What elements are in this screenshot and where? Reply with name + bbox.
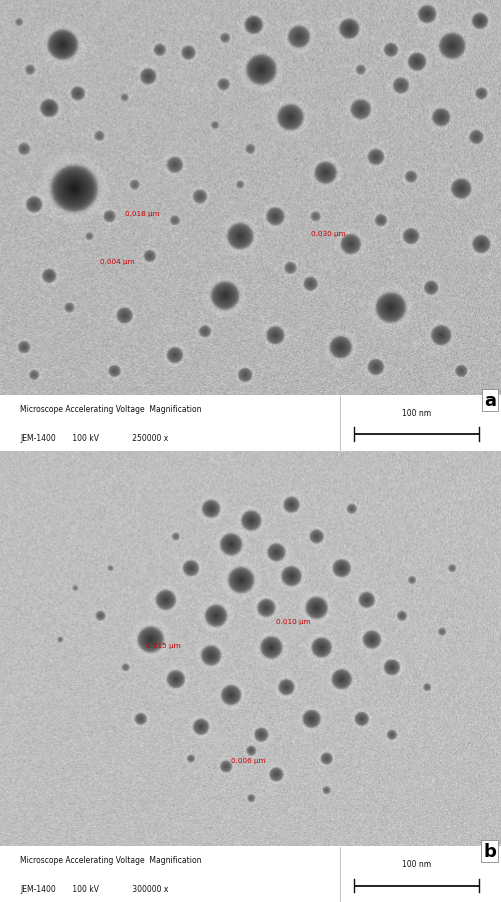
- Text: 0.004 μm: 0.004 μm: [100, 258, 135, 264]
- Text: 0.010 μm: 0.010 μm: [276, 618, 310, 624]
- Text: 0.018 μm: 0.018 μm: [125, 211, 160, 216]
- Text: a: a: [483, 391, 495, 410]
- Text: JEM-1400       100 kV              250000 x: JEM-1400 100 kV 250000 x: [20, 434, 168, 442]
- Text: b: b: [482, 842, 495, 861]
- Text: JEM-1400       100 kV              300000 x: JEM-1400 100 kV 300000 x: [20, 885, 168, 893]
- Text: 0.015 μm: 0.015 μm: [145, 642, 180, 648]
- Text: Microscope Accelerating Voltage  Magnification: Microscope Accelerating Voltage Magnific…: [20, 404, 201, 413]
- Text: 0.030 μm: 0.030 μm: [311, 231, 345, 236]
- Text: 100 nm: 100 nm: [401, 408, 430, 417]
- Text: Microscope Accelerating Voltage  Magnification: Microscope Accelerating Voltage Magnific…: [20, 855, 201, 864]
- Text: 0.006 μm: 0.006 μm: [230, 757, 265, 763]
- Text: 100 nm: 100 nm: [401, 859, 430, 868]
